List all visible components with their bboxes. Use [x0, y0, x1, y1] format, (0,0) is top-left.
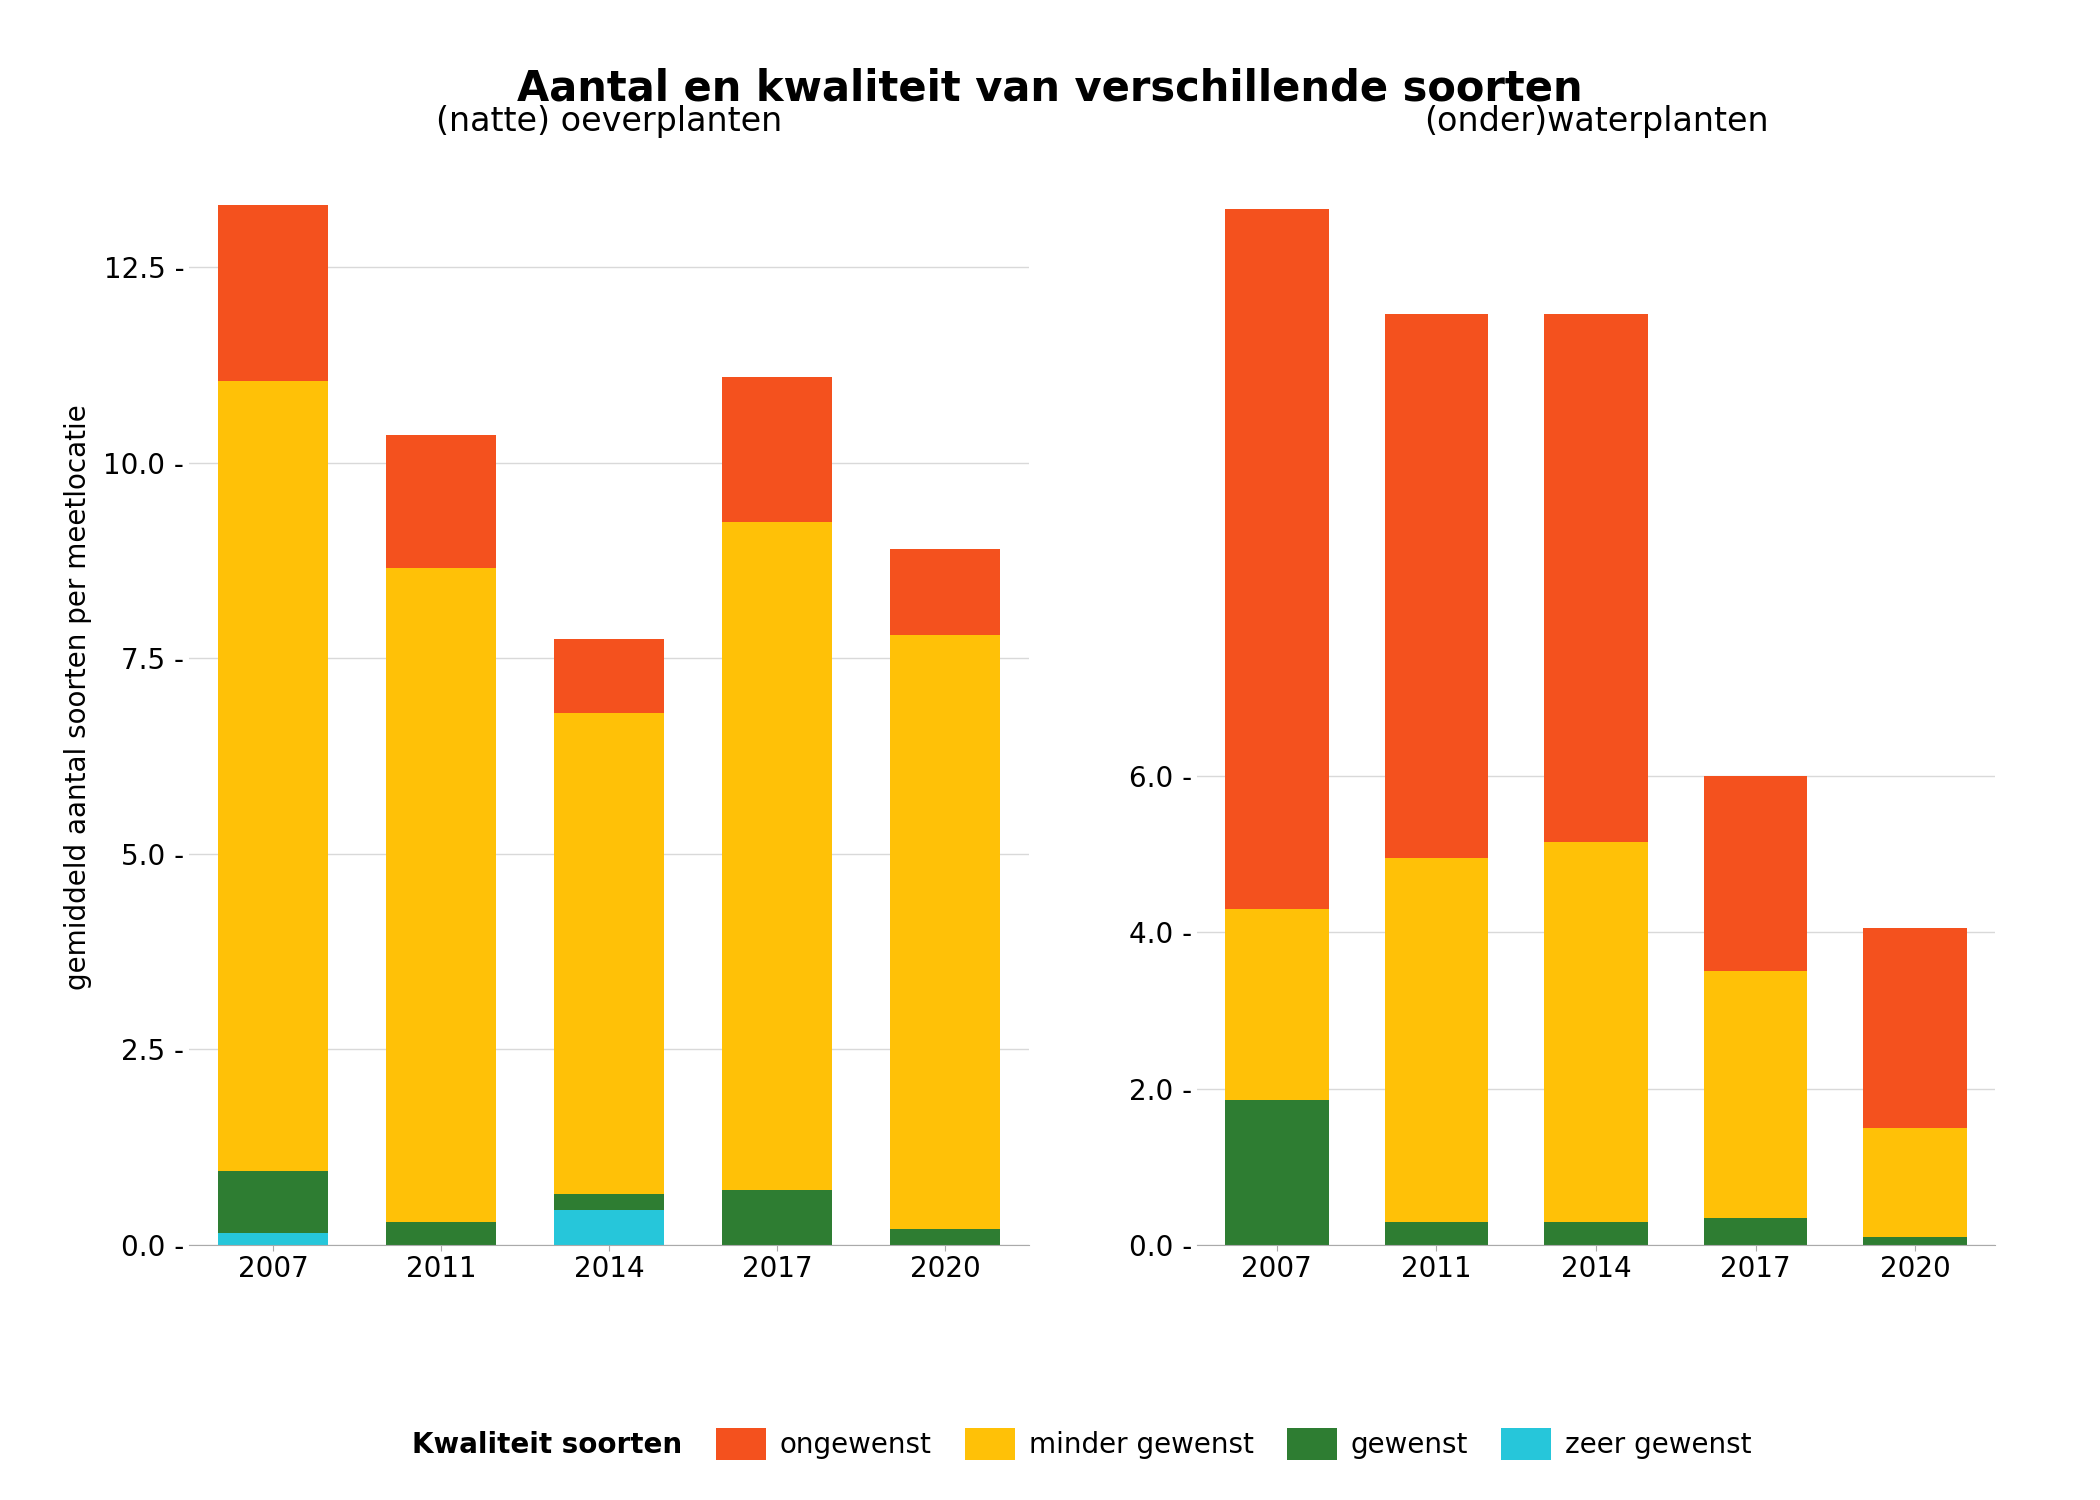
Title: (natte) oeverplanten: (natte) oeverplanten	[437, 105, 781, 138]
Bar	[1863, 1238, 1968, 1245]
Bar	[1863, 928, 1968, 1128]
Bar	[1224, 209, 1329, 909]
Bar	[218, 381, 328, 1170]
Bar	[1224, 909, 1329, 1101]
Bar	[722, 376, 832, 522]
Bar	[218, 1170, 328, 1233]
Bar	[386, 1221, 496, 1245]
Bar	[1703, 776, 1808, 972]
Bar	[1703, 972, 1808, 1218]
Bar	[386, 435, 496, 568]
Bar	[554, 1210, 664, 1245]
Bar	[890, 1230, 1000, 1245]
Bar	[218, 206, 328, 381]
Title: (onder)waterplanten: (onder)waterplanten	[1424, 105, 1768, 138]
Y-axis label: gemiddeld aantal soorten per meetlocatie: gemiddeld aantal soorten per meetlocatie	[65, 405, 92, 990]
Bar	[1384, 315, 1489, 858]
Bar	[386, 568, 496, 1221]
Bar	[554, 712, 664, 1194]
Bar	[554, 1194, 664, 1210]
Bar	[1863, 1128, 1968, 1238]
Bar	[1384, 1221, 1489, 1245]
Bar	[722, 522, 832, 1191]
Bar	[1544, 315, 1648, 842]
Bar	[1703, 1218, 1808, 1245]
Bar	[1224, 1101, 1329, 1245]
Bar	[218, 1233, 328, 1245]
Bar	[890, 549, 1000, 634]
Bar	[1544, 1221, 1648, 1245]
Bar	[554, 639, 664, 712]
Bar	[722, 1191, 832, 1245]
Bar	[1544, 842, 1648, 1221]
Legend: Kwaliteit soorten, ongewenst, minder gewenst, gewenst, zeer gewenst: Kwaliteit soorten, ongewenst, minder gew…	[338, 1418, 1762, 1472]
Text: Aantal en kwaliteit van verschillende soorten: Aantal en kwaliteit van verschillende so…	[517, 68, 1583, 110]
Bar	[1384, 858, 1489, 1221]
Bar	[890, 634, 1000, 1230]
